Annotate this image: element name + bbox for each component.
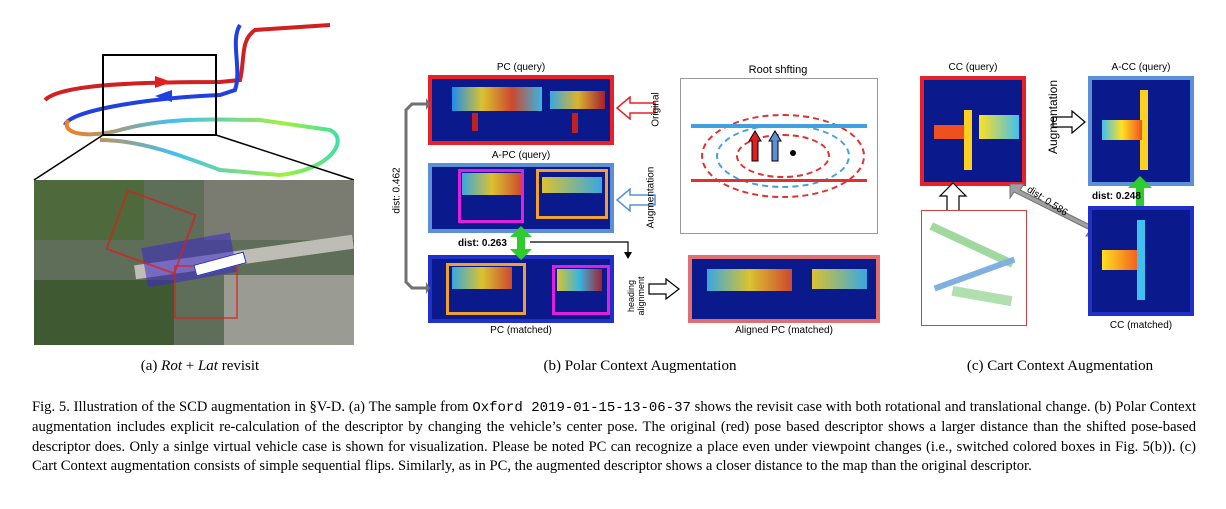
lidar-scan-view bbox=[680, 78, 878, 234]
pc-query-label: PC (query) bbox=[496, 62, 546, 73]
pc-matched-descriptor bbox=[428, 255, 614, 323]
magenta-highlight-box-matched bbox=[552, 265, 610, 315]
trajectory-plot bbox=[33, 23, 355, 181]
augmentation-label-c: Augmentation bbox=[1046, 79, 1060, 155]
aerial-map bbox=[34, 180, 354, 345]
cc-query-label: CC (query) bbox=[948, 62, 998, 73]
dist-bracket bbox=[404, 98, 430, 294]
apc-query-label: A-PC (query) bbox=[491, 150, 551, 161]
heading-alignment-label: heading alignment bbox=[626, 276, 646, 316]
aligned-pc-descriptor bbox=[688, 255, 880, 323]
root-shifting-label: Root shfting bbox=[748, 64, 808, 76]
cc-query-descriptor bbox=[920, 76, 1026, 186]
original-label: Original bbox=[650, 92, 662, 127]
hollow-arrow-left-original bbox=[616, 96, 656, 120]
pc-query-descriptor bbox=[428, 75, 614, 145]
orange-highlight-box-matched bbox=[446, 263, 526, 315]
hollow-arrow-left-augmentation bbox=[616, 188, 656, 212]
augmentation-label-b: Augmentation bbox=[645, 166, 657, 229]
pc-matched-label: PC (matched) bbox=[490, 325, 552, 336]
point-cloud-image bbox=[921, 210, 1027, 326]
subcaption-a: (a) Rot + Lat revisit bbox=[140, 358, 260, 374]
apc-query-descriptor bbox=[428, 163, 614, 233]
hollow-arrow-right-b bbox=[648, 278, 680, 300]
zoom-box bbox=[102, 54, 217, 136]
aligned-pc-label: Aligned PC (matched) bbox=[735, 325, 833, 336]
magenta-highlight-box bbox=[458, 169, 524, 223]
orange-highlight-box bbox=[536, 169, 608, 219]
acc-query-descriptor bbox=[1088, 76, 1194, 186]
subcaption-b: (b) Polar Context Augmentation bbox=[543, 358, 737, 374]
hollow-arrow-right-c bbox=[1052, 110, 1086, 134]
cc-matched-descriptor bbox=[1088, 206, 1194, 316]
cc-matched-label: CC (matched) bbox=[1109, 320, 1173, 331]
green-double-arrow-b bbox=[510, 226, 532, 260]
subcaption-c: (c) Cart Context Augmentation bbox=[966, 358, 1154, 374]
dist-short-label-b: dist: 0.263 bbox=[458, 238, 507, 249]
dist-short-label-c: dist: 0.248 bbox=[1092, 191, 1141, 202]
heading-connector bbox=[530, 241, 632, 259]
dist-long-label: dist: 0.462 bbox=[391, 167, 403, 214]
acc-query-label: A-CC (query) bbox=[1111, 62, 1171, 73]
hollow-arrow-up-c bbox=[938, 182, 968, 212]
figure-caption: Fig. 5. Illustration of the SCD augmenta… bbox=[32, 399, 1196, 475]
